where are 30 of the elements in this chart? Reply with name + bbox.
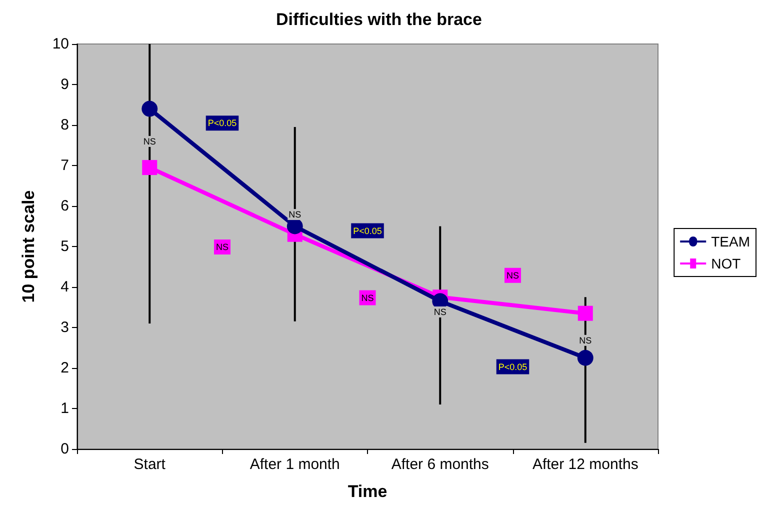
legend-label: TEAM bbox=[711, 234, 750, 250]
annotation: NS bbox=[143, 136, 156, 146]
annotation: NS bbox=[288, 210, 302, 220]
annotation: NS bbox=[361, 292, 374, 303]
y-tick-label: 10 bbox=[52, 36, 69, 52]
y-tick-label: 7 bbox=[60, 157, 69, 174]
annotation: NS bbox=[216, 242, 229, 252]
annotation: P<0.05 bbox=[353, 226, 382, 236]
y-tick-label: 9 bbox=[60, 76, 69, 93]
y-tick-label: 6 bbox=[60, 198, 69, 214]
x-tick-label: After 12 months bbox=[532, 456, 638, 473]
y-tick-label: 1 bbox=[60, 400, 69, 417]
annotation: NS bbox=[434, 306, 446, 317]
y-tick-label: 8 bbox=[60, 116, 69, 134]
x-axis-title: Time bbox=[348, 482, 388, 501]
annotation: P<0.05 bbox=[498, 362, 528, 372]
annotation: NS bbox=[506, 270, 520, 280]
annotation: P<0.05 bbox=[208, 118, 237, 128]
y-tick-label: 4 bbox=[60, 278, 69, 296]
chart-title: Difficulties with the brace bbox=[276, 10, 482, 29]
annotation: NS bbox=[579, 335, 592, 346]
y-tick-label: 5 bbox=[60, 238, 69, 255]
y-tick-label: 3 bbox=[60, 319, 69, 336]
y-axis-title: 10 point scale bbox=[19, 190, 38, 303]
x-tick-label: After 6 months bbox=[391, 456, 489, 473]
legend-label: NOT bbox=[711, 256, 742, 272]
x-tick-label: Start bbox=[134, 456, 166, 473]
y-tick-label: 0 bbox=[60, 440, 69, 458]
x-tick-label: After 1 month bbox=[250, 456, 340, 473]
y-tick-label: 2 bbox=[60, 360, 69, 376]
